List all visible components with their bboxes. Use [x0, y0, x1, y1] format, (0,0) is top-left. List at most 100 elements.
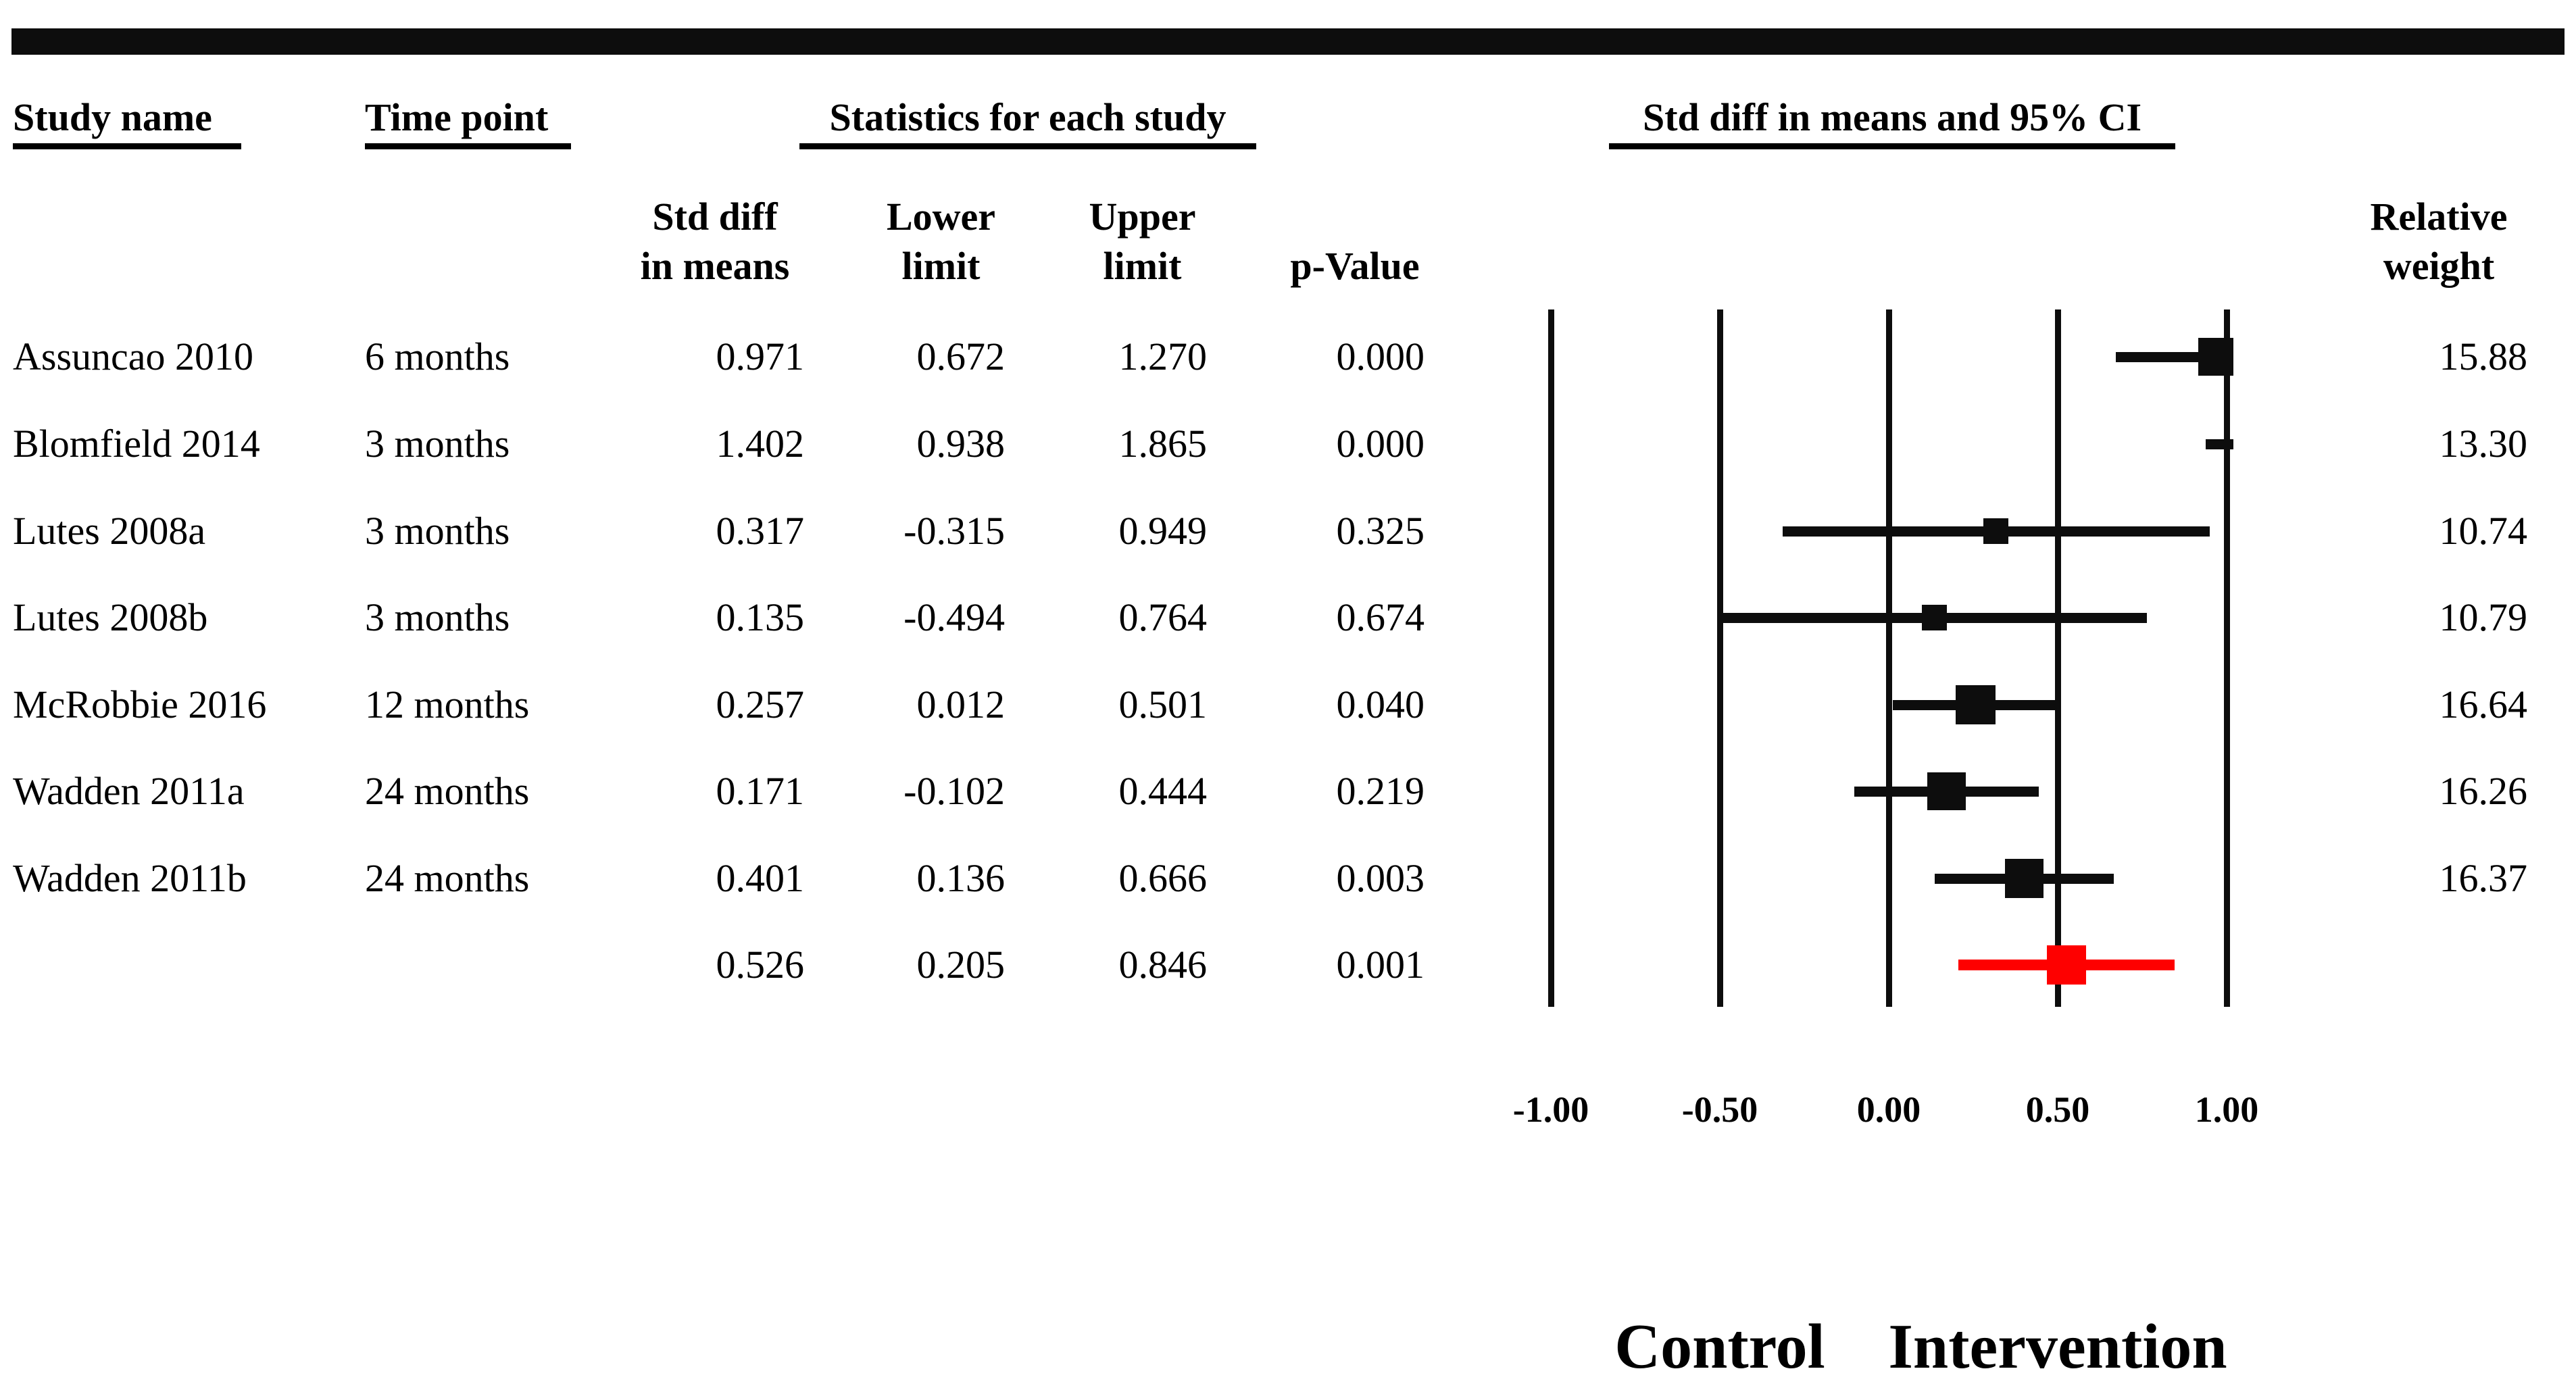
table-row: McRobbie 2016 12 months 0.257 0.012 0.50…: [0, 680, 2576, 729]
point-estimate-square: [2198, 338, 2233, 376]
std-diff-cell: 0.135: [716, 595, 805, 639]
column-header-time-point: Time point: [365, 92, 571, 149]
p-value-cell: 0.000: [1336, 422, 1425, 466]
point-estimate-square: [1956, 685, 1996, 725]
table-row: Blomfield 2014 3 months 1.402 0.938 1.86…: [0, 420, 2576, 468]
subheader-line: in means: [640, 244, 790, 288]
subheader-relative-weight: Relative weight: [2350, 192, 2527, 291]
relative-weight-cell: 16.64: [2439, 682, 2528, 726]
std-diff-cell: 0.401: [716, 856, 805, 900]
subheader-line: Std diff: [652, 195, 778, 239]
subheader-lower-limit: Lower limit: [875, 192, 1007, 291]
subheader-line: Lower: [886, 195, 996, 239]
point-estimate-square: [1983, 518, 2009, 544]
summary-point-square: [2047, 945, 2086, 985]
lower-limit-cell: 0.012: [916, 682, 1006, 726]
table-row: Lutes 2008a 3 months 0.317 -0.315 0.949 …: [0, 507, 2576, 555]
favours-right-label: Intervention: [1888, 1312, 2227, 1382]
p-value-cell: 0.325: [1336, 509, 1425, 553]
p-value-cell: 0.219: [1336, 769, 1425, 813]
subheader-std-diff-in-means: Std diff in means: [620, 192, 810, 291]
p-value-cell: 0.674: [1336, 595, 1425, 639]
top-rule-bar: [11, 28, 2565, 55]
column-header-study-name: Study name: [13, 92, 241, 149]
time-point-cell: 12 months: [365, 682, 530, 726]
gridline: [1716, 309, 1723, 1007]
lower-limit-cell: 0.672: [916, 334, 1006, 378]
gridline: [2054, 309, 2061, 1007]
subheader-line: Upper: [1089, 195, 1196, 239]
time-point-cell: 24 months: [365, 856, 530, 900]
time-point-cell: 3 months: [365, 595, 510, 639]
axis-tick-label: 0.00: [1856, 1089, 1921, 1130]
study-name-cell: Assuncao 2010: [13, 334, 254, 378]
subheader-upper-limit: Upper limit: [1076, 192, 1208, 291]
point-estimate-square: [1921, 605, 1948, 630]
study-name-cell: Wadden 2011b: [13, 856, 247, 900]
std-diff-cell: 1.402: [716, 422, 805, 466]
summary-std-diff-cell: 0.526: [716, 943, 805, 987]
lower-limit-cell: -0.494: [903, 595, 1005, 639]
axis-tick-label: -0.50: [1681, 1089, 1758, 1130]
study-name-cell: McRobbie 2016: [13, 682, 267, 726]
upper-limit-cell: 0.666: [1118, 856, 1208, 900]
summary-upper-limit-cell: 0.846: [1118, 943, 1208, 987]
relative-weight-cell: 15.88: [2439, 334, 2528, 378]
p-value-cell: 0.003: [1336, 856, 1425, 900]
study-name-cell: Lutes 2008b: [13, 595, 208, 639]
p-value-cell: 0.040: [1336, 682, 1425, 726]
study-name-cell: Wadden 2011a: [13, 769, 245, 813]
gridline: [1885, 309, 1892, 1007]
table-row: Wadden 2011b 24 months 0.401 0.136 0.666…: [0, 854, 2576, 903]
lower-limit-cell: -0.315: [903, 509, 1005, 553]
summary-row: 0.526 0.205 0.846 0.001: [0, 941, 2576, 989]
time-point-cell: 6 months: [365, 334, 510, 378]
upper-limit-cell: 0.764: [1118, 595, 1208, 639]
lower-limit-cell: 0.938: [916, 422, 1006, 466]
subheader-line: weight: [2383, 244, 2495, 288]
subheader-p-value: p-Value: [1290, 244, 1420, 288]
point-estimate-square: [2004, 859, 2044, 898]
gridline: [2223, 309, 2230, 1007]
lower-limit-cell: -0.102: [903, 769, 1005, 813]
time-point-cell: 24 months: [365, 769, 530, 813]
axis-tick-label: 1.00: [2194, 1089, 2259, 1130]
upper-limit-cell: 0.444: [1118, 769, 1208, 813]
summary-p-value-cell: 0.001: [1336, 943, 1425, 987]
subheader-line: Relative: [2370, 195, 2508, 239]
study-name-cell: Blomfield 2014: [13, 422, 260, 466]
p-value-cell: 0.000: [1336, 334, 1425, 378]
relative-weight-cell: 10.79: [2439, 595, 2528, 639]
point-estimate-square: [1927, 772, 1966, 811]
time-point-cell: 3 months: [365, 509, 510, 553]
lower-limit-cell: 0.136: [916, 856, 1006, 900]
relative-weight-cell: 16.26: [2439, 769, 2528, 813]
ci-whisker: [2206, 439, 2233, 449]
gridline: [1547, 309, 1554, 1007]
favours-left-label: Control: [1614, 1312, 1825, 1382]
table-row: Assuncao 2010 6 months 0.971 0.672 1.270…: [0, 332, 2576, 381]
table-row: Wadden 2011a 24 months 0.171 -0.102 0.44…: [0, 767, 2576, 816]
relative-weight-cell: 16.37: [2439, 856, 2528, 900]
time-point-cell: 3 months: [365, 422, 510, 466]
relative-weight-cell: 10.74: [2439, 509, 2528, 553]
upper-limit-cell: 0.949: [1118, 509, 1208, 553]
std-diff-cell: 0.171: [716, 769, 805, 813]
upper-limit-cell: 1.865: [1118, 422, 1208, 466]
std-diff-cell: 0.317: [716, 509, 805, 553]
std-diff-cell: 0.971: [716, 334, 805, 378]
forest-plot-area: [1517, 309, 2233, 1007]
subheader-line: limit: [1103, 244, 1182, 288]
column-header-statistics-group: Statistics for each study: [799, 92, 1256, 149]
column-header-ci-group: Std diff in means and 95% CI: [1609, 92, 2175, 149]
subheader-line: limit: [901, 244, 981, 288]
upper-limit-cell: 0.501: [1118, 682, 1208, 726]
study-name-cell: Lutes 2008a: [13, 509, 206, 553]
axis-tick-label: -1.00: [1512, 1089, 1589, 1130]
axis-tick-label: 0.50: [2025, 1089, 2090, 1130]
table-row: Lutes 2008b 3 months 0.135 -0.494 0.764 …: [0, 593, 2576, 642]
relative-weight-cell: 13.30: [2439, 422, 2528, 466]
summary-lower-limit-cell: 0.205: [916, 943, 1006, 987]
upper-limit-cell: 1.270: [1118, 334, 1208, 378]
